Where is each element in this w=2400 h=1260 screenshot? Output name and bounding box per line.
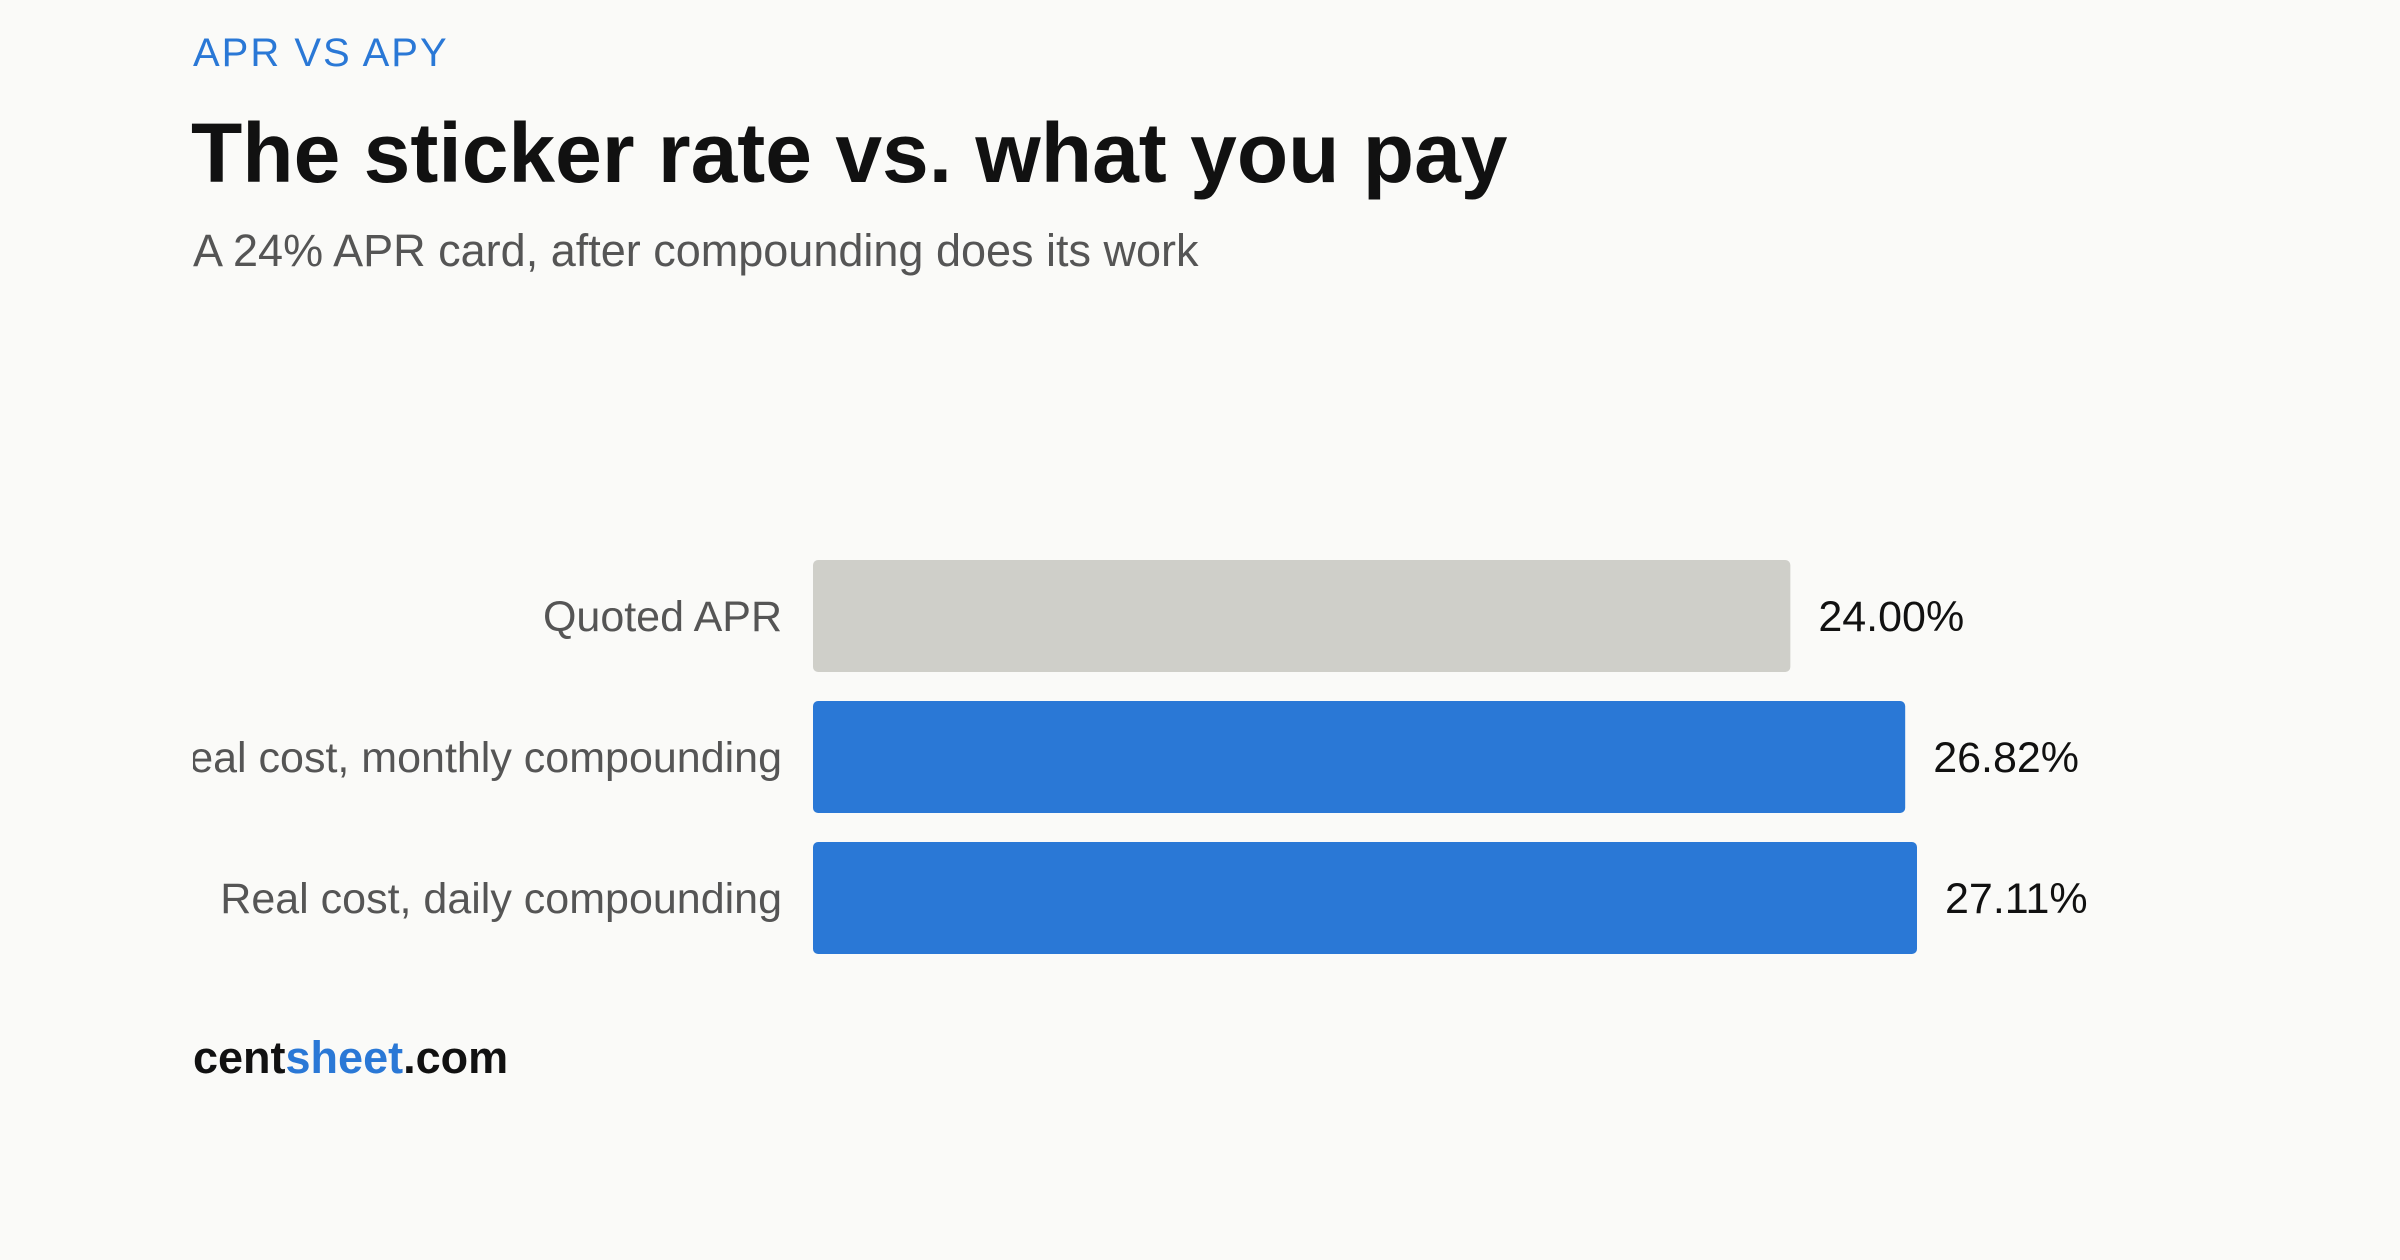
plot: Quoted APR 24.00% Real cost, monthly compo…	[158, 560, 2088, 954]
value-label: 24.00%	[1818, 593, 1964, 641]
value-label: 26.82%	[1933, 734, 2079, 782]
footer-part: .com	[403, 1032, 508, 1083]
category-label: Quoted APR	[543, 593, 782, 641]
value-label: 27.11%	[1945, 875, 2088, 923]
chart-title: The sticker rate vs. what you pay	[191, 106, 1508, 200]
chart-subtitle: A 24% APR card, after compounding does i…	[193, 225, 1199, 276]
category-label: Real cost, daily compounding	[220, 875, 782, 923]
bar	[813, 701, 1906, 813]
footer-part: cent	[193, 1032, 286, 1083]
category-label: Real cost, monthly compounding	[158, 734, 782, 782]
footer: centsheet.com	[193, 1032, 508, 1083]
bar	[813, 560, 1791, 672]
bar	[813, 842, 1917, 954]
footer-part: sheet	[286, 1032, 404, 1083]
kicker: APR VS APY	[193, 31, 449, 75]
